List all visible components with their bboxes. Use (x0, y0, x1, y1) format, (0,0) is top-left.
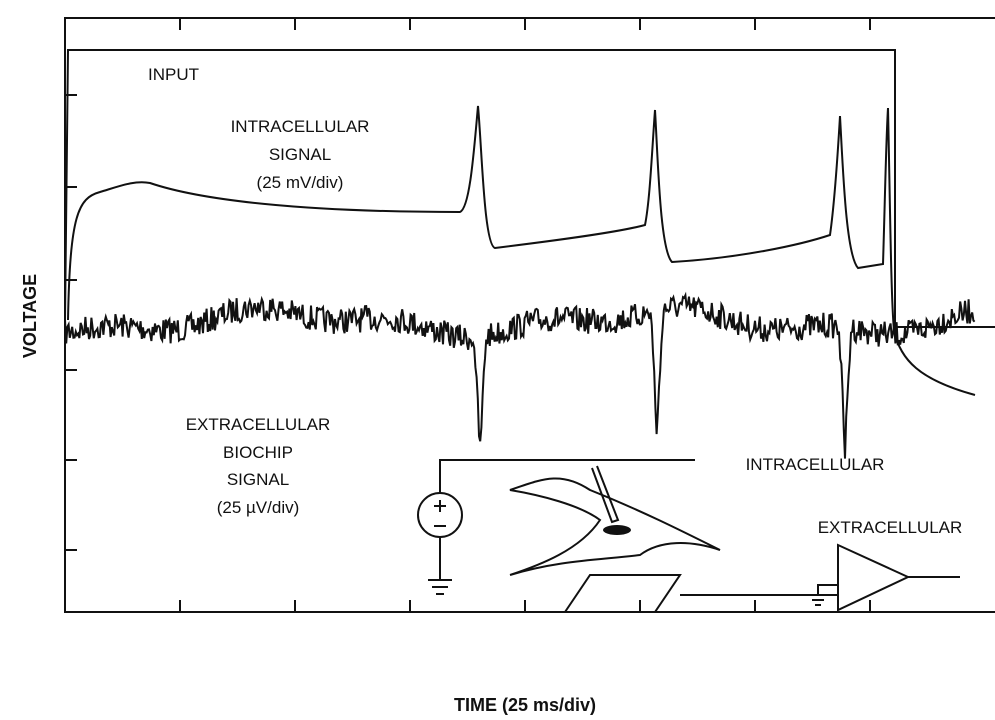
x-axis-label: TIME (25 ms/div) (454, 695, 596, 715)
intracellular-trace (67, 105, 976, 396)
intra-label: INTRACELLULAR (231, 117, 370, 136)
intra-label: (25 mV/div) (257, 173, 344, 192)
input-label: INPUT (148, 65, 199, 84)
circuit-label: EXTRACELLULAR (818, 518, 963, 537)
input-trace (64, 49, 995, 328)
y-axis-label: VOLTAGE (20, 274, 40, 358)
extra-label: EXTRACELLULAR (186, 415, 331, 434)
extracellular-trace (64, 291, 976, 459)
extra-label: BIOCHIP (223, 443, 293, 462)
ticks (65, 18, 871, 612)
extra-label: (25 µV/div) (217, 498, 300, 517)
intra-label: SIGNAL (269, 145, 331, 164)
circuit-label: INTRACELLULAR (746, 455, 885, 474)
extra-label: SIGNAL (227, 470, 289, 489)
circuit (417, 459, 960, 613)
